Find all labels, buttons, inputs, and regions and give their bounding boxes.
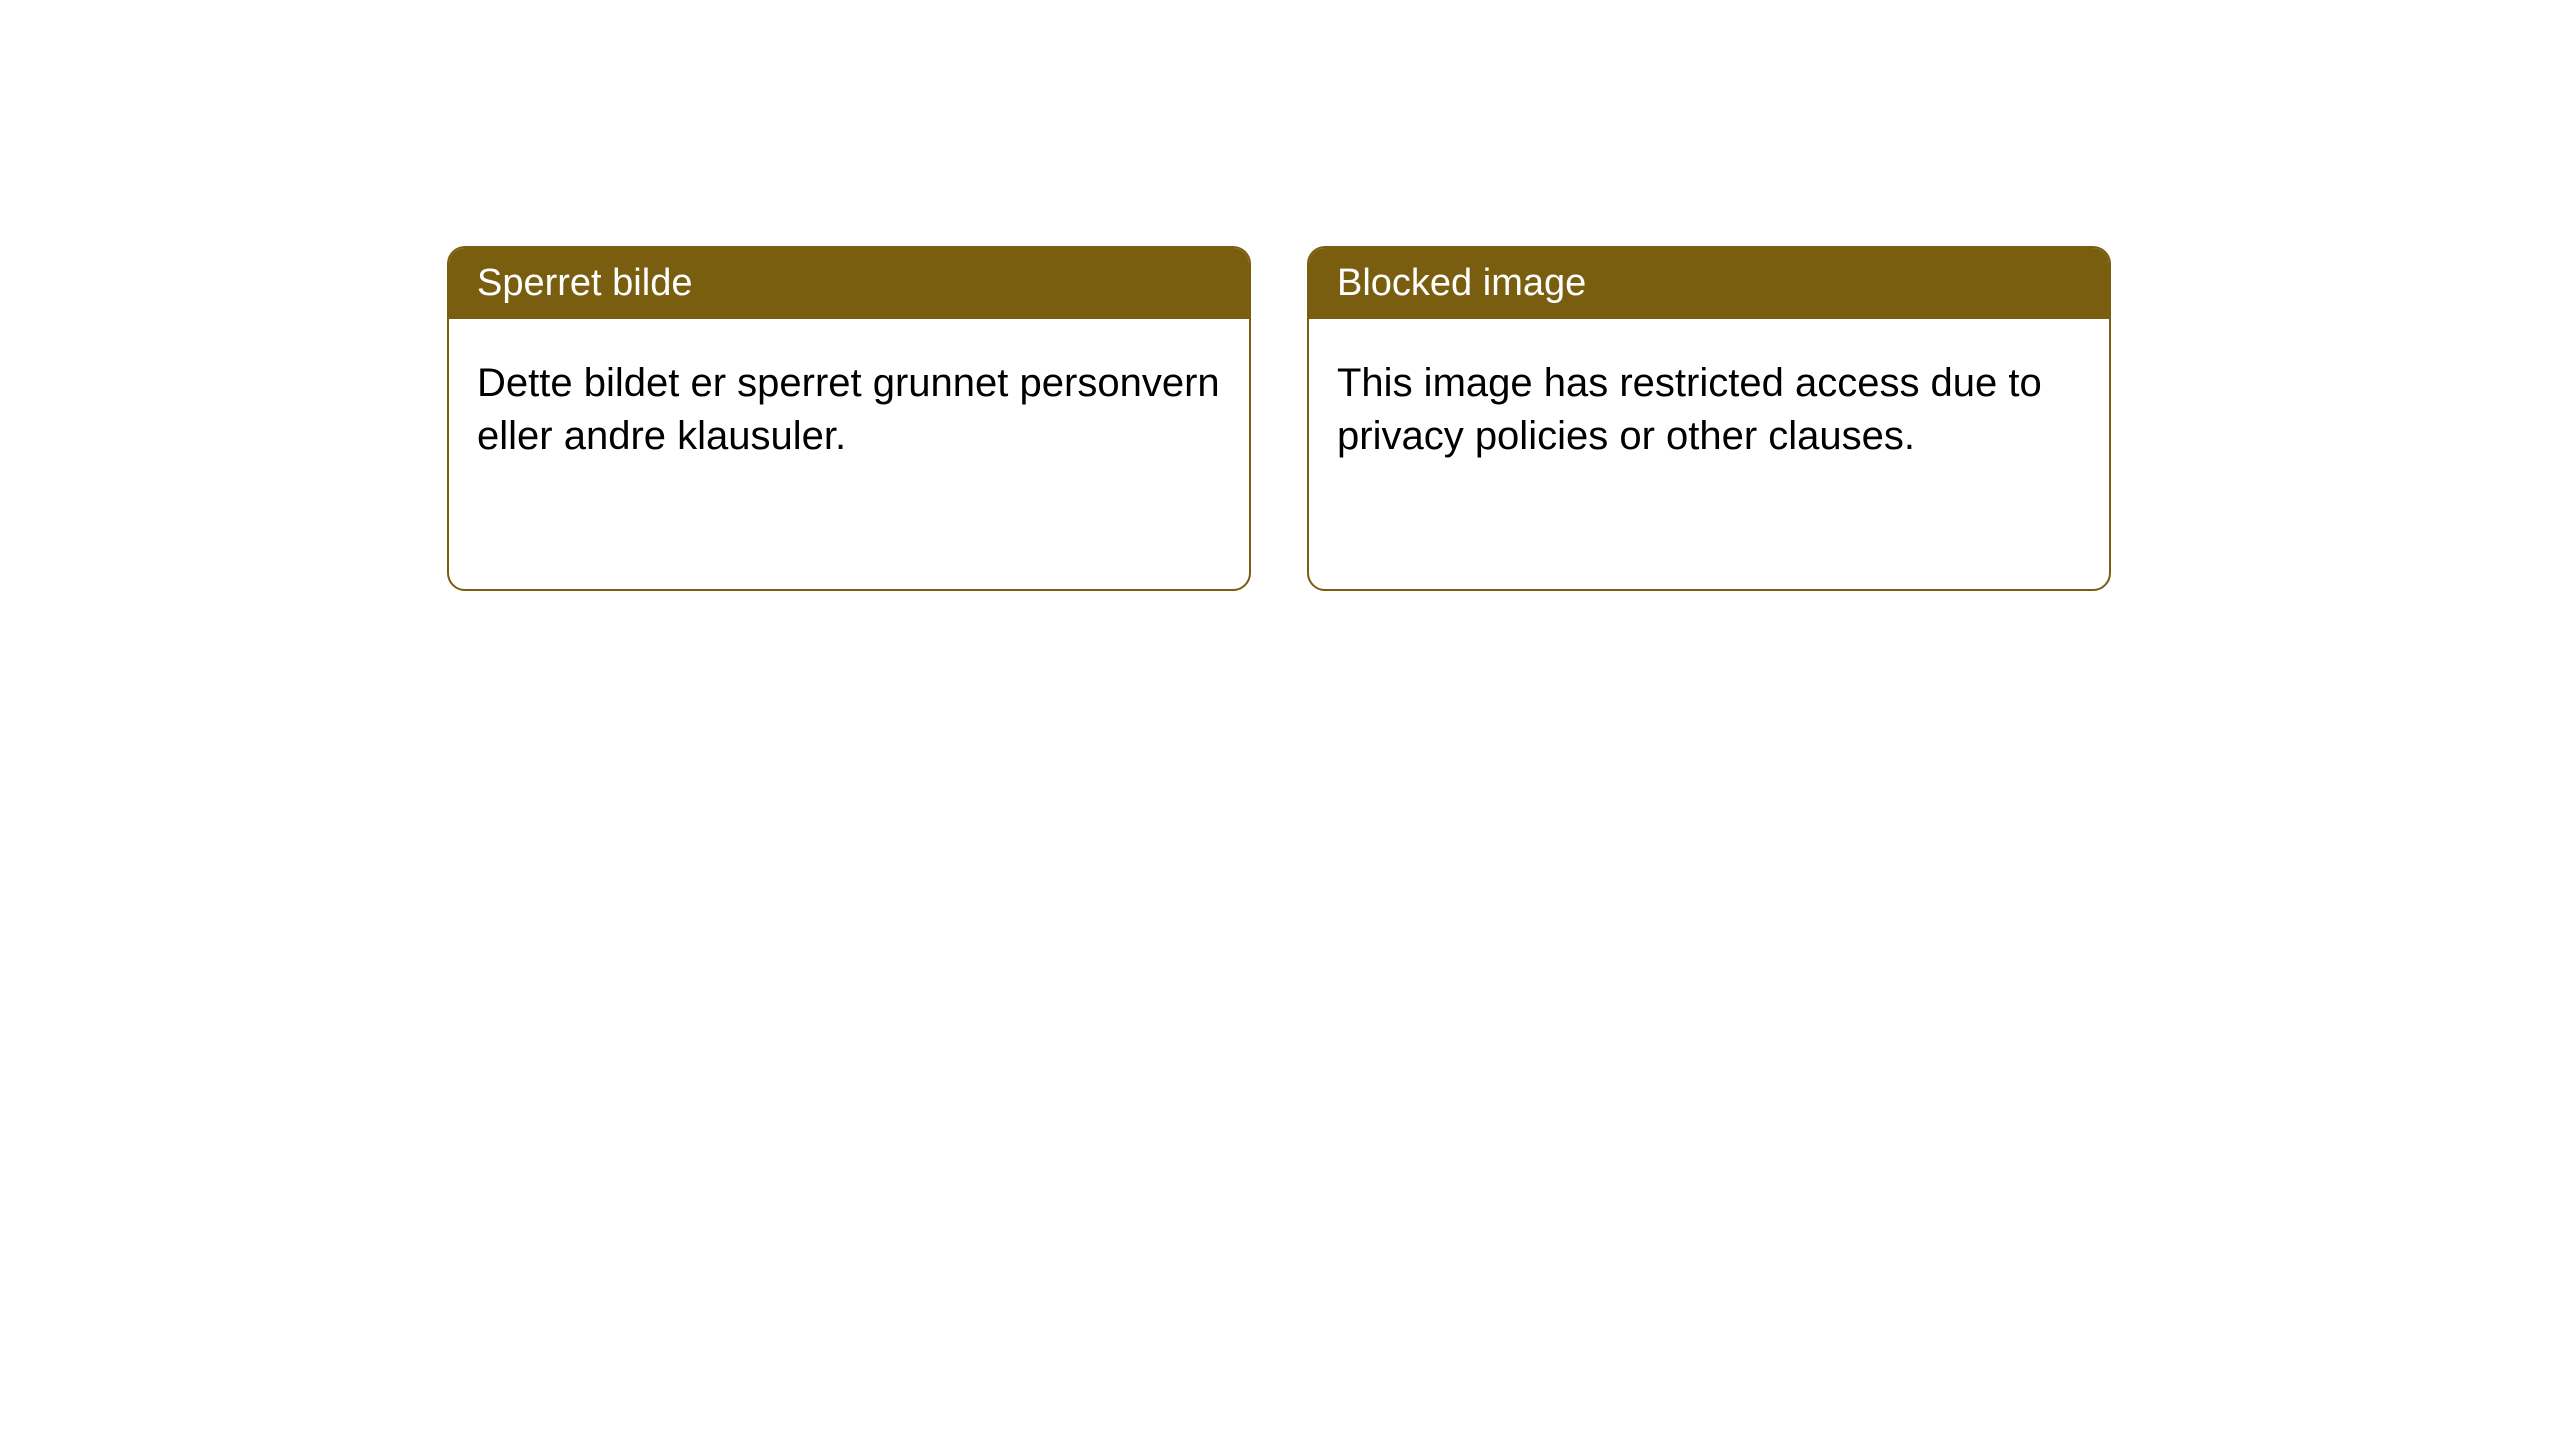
card-message: This image has restricted access due to … — [1337, 361, 2042, 458]
notice-card-english: Blocked image This image has restricted … — [1307, 246, 2111, 591]
notice-container: Sperret bilde Dette bildet er sperret gr… — [447, 246, 2111, 591]
card-body: Dette bildet er sperret grunnet personve… — [449, 319, 1249, 589]
card-body: This image has restricted access due to … — [1309, 319, 2109, 589]
card-header: Blocked image — [1309, 248, 2109, 319]
card-message: Dette bildet er sperret grunnet personve… — [477, 361, 1220, 458]
notice-card-norwegian: Sperret bilde Dette bildet er sperret gr… — [447, 246, 1251, 591]
card-header: Sperret bilde — [449, 248, 1249, 319]
card-title: Sperret bilde — [477, 262, 692, 304]
card-title: Blocked image — [1337, 262, 1586, 304]
